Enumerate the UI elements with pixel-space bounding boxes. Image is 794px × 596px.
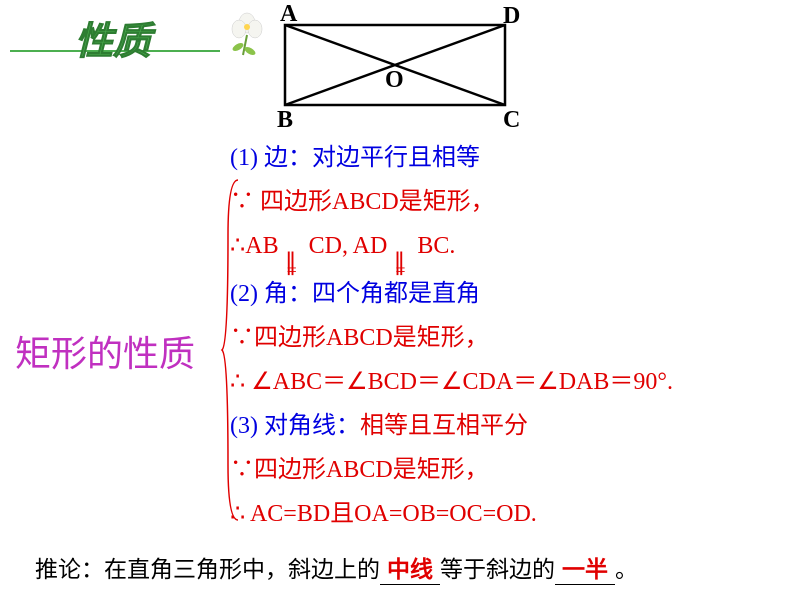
properties-content: (1) 边：对边平行且相等 四边形ABCD是矩形， AB ∥= CD, AD ∥…: [230, 140, 770, 540]
label-d: D: [503, 5, 520, 29]
prop1-ab: AB: [245, 233, 284, 259]
prop3-heading-red: 相等且互相平分: [360, 413, 528, 439]
main-title: 矩形的性质: [15, 325, 195, 377]
label-a: A: [280, 5, 298, 27]
header-title: 性质: [75, 10, 151, 65]
prop2-text1: 四边形ABCD是矩形，: [254, 325, 489, 351]
because-symbol: [230, 325, 254, 351]
prop1-heading: (1) 边：对边平行且相等: [230, 140, 770, 176]
prop1-bc: BC.: [411, 233, 455, 259]
corollary-blank1: 中线: [380, 550, 440, 585]
corollary-pre: 推论：在直角三角形中，斜边上的: [35, 557, 380, 582]
prop3-heading-pre: (3) 对角线：: [230, 413, 360, 439]
prop1-text1: 四边形ABCD是矩形，: [254, 189, 495, 215]
prop2-therefore: ∠ABC＝∠BCD＝∠CDA＝∠DAB＝90°.: [230, 364, 770, 400]
therefore-symbol: [230, 501, 245, 527]
prop1-because: 四边形ABCD是矩形，: [230, 184, 770, 220]
prop3-text1: 四边形ABCD是矩形，: [254, 457, 489, 483]
label-c: C: [503, 107, 520, 133]
corollary-mid: 等于斜边的: [440, 557, 555, 582]
prop1-cd: CD, AD: [303, 233, 394, 259]
corollary-blank2: 一半: [555, 550, 615, 585]
prop2-heading: (2) 角：四个角都是直角: [230, 276, 770, 312]
label-o: O: [385, 67, 404, 93]
prop2-text2: ∠ABC＝∠BCD＝∠CDA＝∠DAB＝90°.: [245, 369, 673, 395]
prop2-because: 四边形ABCD是矩形，: [230, 320, 770, 356]
corollary-line: 推论：在直角三角形中，斜边上的中线等于斜边的一半。: [35, 550, 638, 585]
therefore-symbol: [230, 233, 245, 259]
rectangle-diagram: A D B C O: [275, 5, 525, 135]
because-symbol: [230, 457, 254, 483]
flower-decoration: [225, 5, 270, 70]
prop3-because: 四边形ABCD是矩形，: [230, 452, 770, 488]
corollary-end: 。: [615, 557, 638, 582]
label-b: B: [277, 107, 293, 133]
because-symbol: [230, 189, 254, 215]
therefore-symbol: [230, 369, 245, 395]
prop3-heading: (3) 对角线：相等且互相平分: [230, 408, 770, 444]
prop3-text2: AC=BD且OA=OB=OC=OD.: [245, 501, 537, 527]
prop1-therefore: AB ∥= CD, AD ∥= BC.: [230, 228, 770, 264]
prop3-therefore: AC=BD且OA=OB=OC=OD.: [230, 496, 770, 532]
